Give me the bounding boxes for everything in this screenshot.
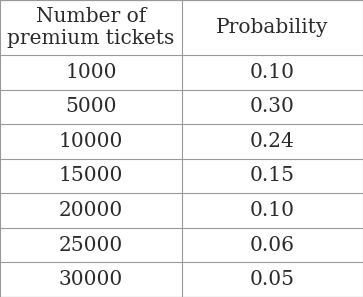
Text: 0.30: 0.30 <box>250 97 295 116</box>
Text: 0.10: 0.10 <box>250 63 295 82</box>
Text: 10000: 10000 <box>58 132 123 151</box>
Text: 1000: 1000 <box>65 63 117 82</box>
Text: 5000: 5000 <box>65 97 117 116</box>
Text: Number of: Number of <box>36 7 146 26</box>
Text: 0.15: 0.15 <box>250 167 295 185</box>
Text: 25000: 25000 <box>59 236 123 255</box>
Text: 30000: 30000 <box>59 270 123 289</box>
Text: 0.24: 0.24 <box>250 132 295 151</box>
Text: premium tickets: premium tickets <box>7 29 174 48</box>
Text: 15000: 15000 <box>58 167 123 185</box>
Text: 20000: 20000 <box>59 201 123 220</box>
Text: 0.10: 0.10 <box>250 201 295 220</box>
Text: 0.05: 0.05 <box>250 270 295 289</box>
Text: 0.06: 0.06 <box>250 236 295 255</box>
Text: Probability: Probability <box>216 18 329 37</box>
